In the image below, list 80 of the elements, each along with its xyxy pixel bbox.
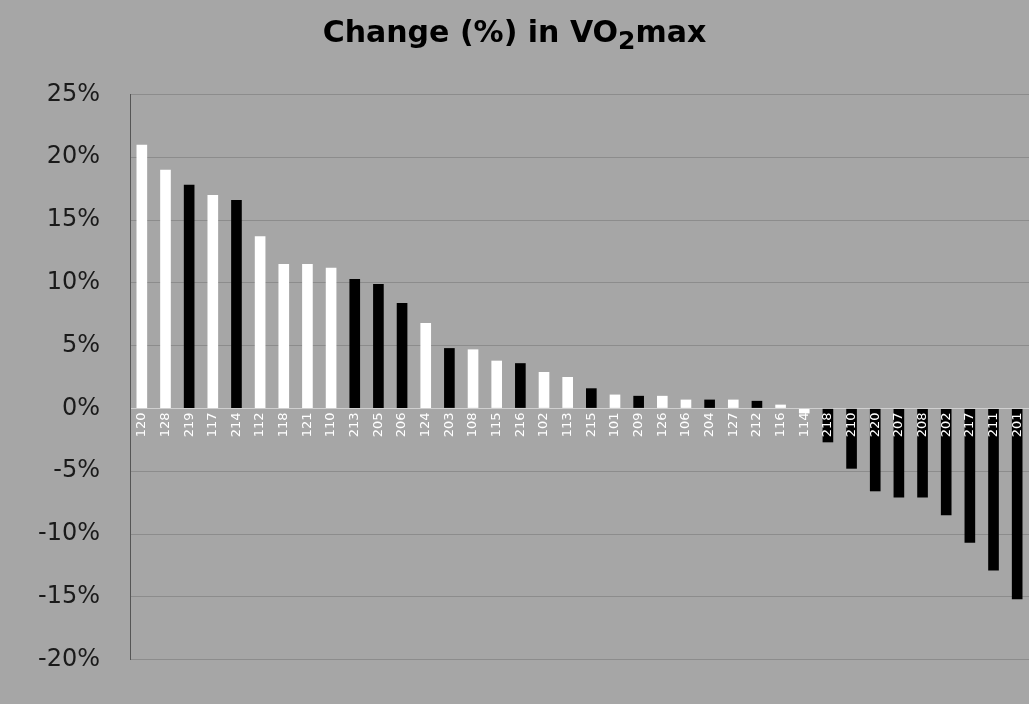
x-tick-label: 116 — [771, 412, 787, 438]
y-tick-label: 15% — [46, 204, 100, 233]
x-tick-label: 117 — [204, 412, 220, 438]
bar — [467, 349, 479, 408]
bar — [444, 348, 455, 408]
bar — [562, 377, 573, 408]
bar — [160, 169, 171, 408]
x-tick-label: 206 — [393, 412, 409, 438]
x-tick-label: 115 — [488, 412, 504, 438]
bar — [515, 363, 526, 408]
x-tick-label: 118 — [275, 412, 291, 438]
x-tick-label: 202 — [937, 412, 953, 438]
bar — [538, 371, 550, 408]
x-tick-label: 120 — [133, 412, 149, 438]
x-tick-label: 205 — [369, 412, 385, 438]
x-tick-label: 124 — [417, 412, 433, 438]
x-tick-label: 114 — [795, 412, 811, 438]
x-tick-label: 220 — [866, 412, 882, 438]
y-tick-label: -15% — [37, 581, 100, 610]
bar — [609, 394, 621, 408]
x-tick-label: 112 — [251, 412, 267, 438]
bar — [278, 263, 290, 408]
x-tick-label: 209 — [630, 412, 646, 438]
y-tick-label: 10% — [46, 267, 100, 296]
x-tick-label: 127 — [724, 412, 740, 438]
x-tick-label: 211 — [984, 412, 1000, 438]
bar — [302, 263, 313, 408]
x-tick-label: 217 — [961, 412, 977, 438]
bar — [325, 267, 337, 408]
bar — [420, 322, 432, 408]
bar — [704, 399, 715, 408]
y-tick-label: 0% — [61, 392, 100, 421]
x-tick-label: 219 — [180, 412, 196, 438]
bar — [751, 400, 763, 408]
bar — [396, 302, 408, 408]
x-tick-label: 208 — [913, 412, 929, 438]
y-tick-label: 5% — [61, 329, 100, 358]
x-tick-label: 218 — [819, 412, 835, 438]
bar — [586, 388, 597, 408]
y-tick-label: 25% — [46, 78, 100, 107]
bar — [775, 404, 786, 408]
x-tick-label: 113 — [559, 412, 575, 438]
bar — [940, 408, 952, 516]
x-tick-label: 121 — [298, 412, 314, 438]
bar — [231, 199, 242, 408]
x-tick-label: 201 — [1008, 412, 1024, 438]
bar — [254, 236, 266, 408]
bar — [680, 399, 692, 408]
bar — [373, 284, 384, 408]
chart-title: Change (%) in VO$_{2}$max — [321, 14, 708, 55]
x-tick-label: 110 — [322, 412, 338, 438]
x-tick-label: 203 — [440, 412, 456, 438]
bar — [136, 144, 148, 408]
y-tick-label: -5% — [53, 455, 100, 484]
x-tick-label: 215 — [582, 412, 598, 438]
x-tick-label: 207 — [890, 412, 906, 438]
bar — [727, 399, 739, 408]
x-tick-label: 212 — [748, 412, 764, 438]
x-tick-label: 214 — [227, 412, 243, 438]
bar — [798, 408, 810, 414]
bar — [349, 279, 361, 408]
bar — [656, 395, 668, 408]
x-tick-label: 101 — [606, 412, 622, 438]
x-tick-label: 106 — [677, 412, 693, 438]
y-tick-label: 20% — [46, 141, 100, 170]
x-tick-label: 128 — [156, 412, 172, 438]
x-tick-label: 204 — [700, 412, 716, 438]
x-tick-label: 216 — [511, 412, 527, 438]
x-tick-label: 126 — [653, 412, 669, 438]
y-tick-label: -20% — [37, 643, 100, 672]
x-tick-label: 213 — [346, 412, 362, 438]
x-tick-label: 108 — [464, 412, 480, 438]
bar — [183, 184, 195, 408]
bar — [207, 194, 219, 408]
x-tick-label: 102 — [535, 412, 551, 438]
bar — [988, 408, 999, 571]
bar — [491, 360, 503, 408]
bar — [633, 395, 644, 408]
y-tick-label: -10% — [37, 518, 100, 547]
x-tick-label: 210 — [842, 412, 858, 438]
